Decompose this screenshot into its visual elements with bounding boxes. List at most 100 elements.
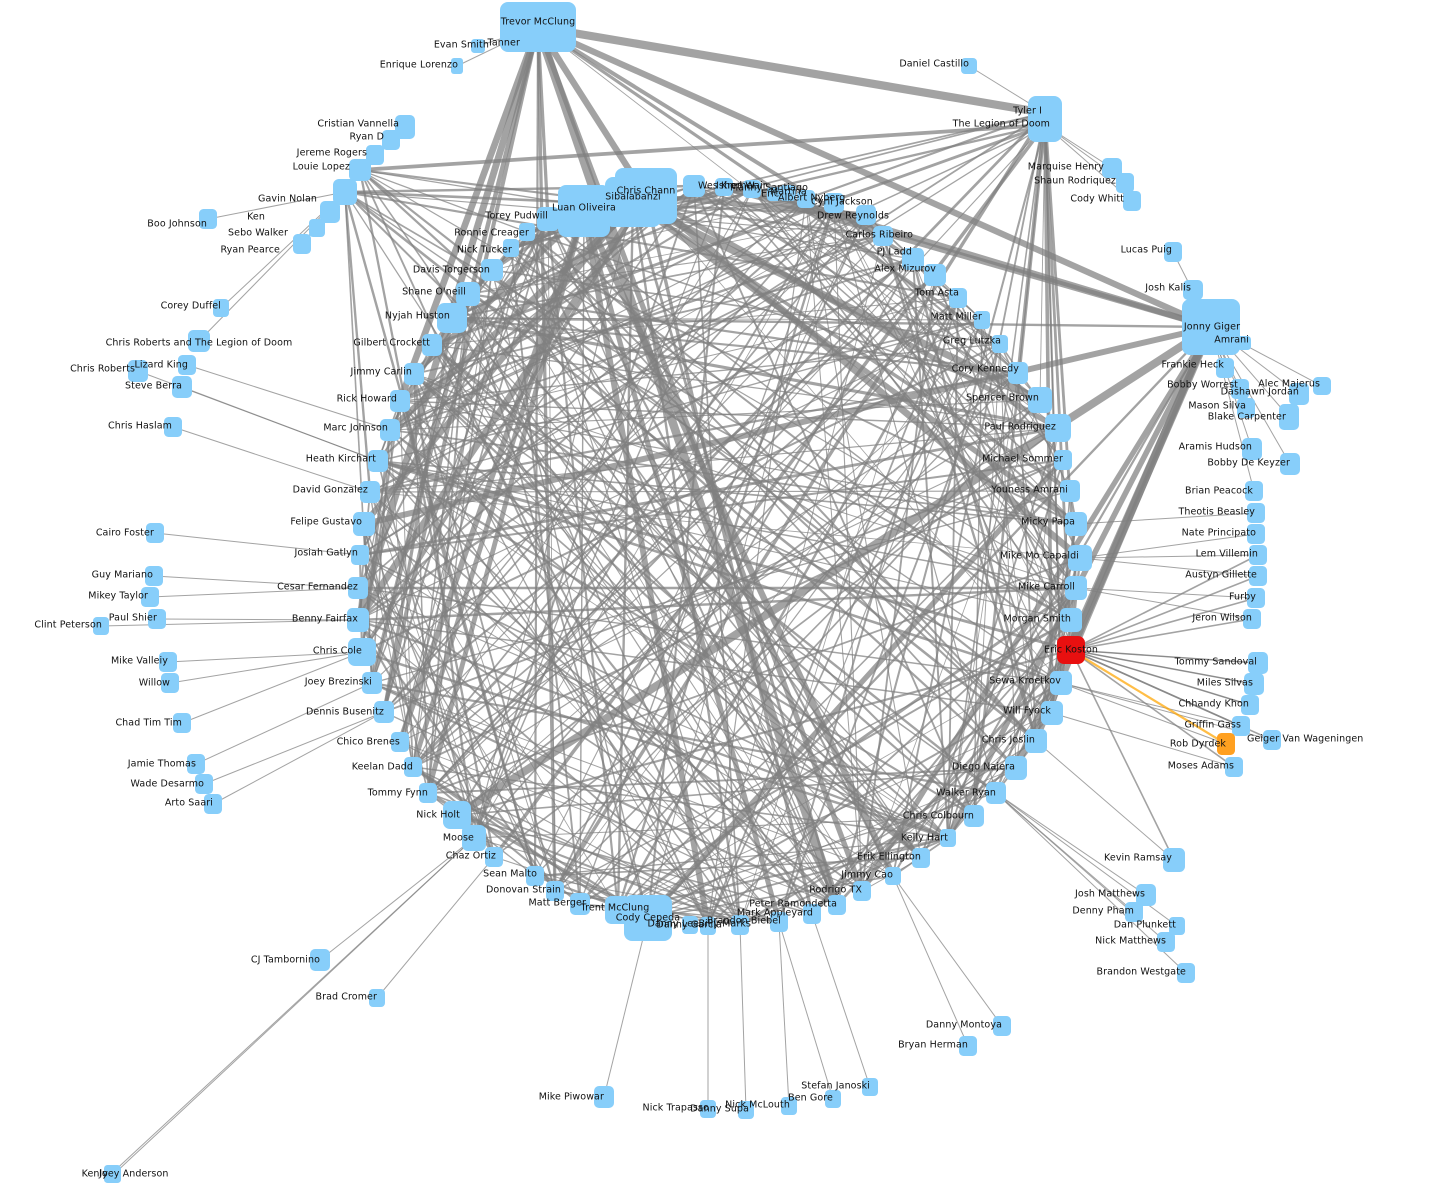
graph-node[interactable] — [1247, 588, 1265, 608]
graph-node[interactable] — [199, 209, 217, 229]
graph-node[interactable] — [605, 177, 661, 227]
graph-node[interactable] — [683, 175, 705, 197]
graph-node[interactable] — [374, 701, 394, 723]
graph-node[interactable] — [360, 481, 380, 503]
graph-node[interactable] — [347, 608, 369, 632]
graph-node[interactable] — [1279, 404, 1299, 430]
graph-node[interactable] — [949, 288, 967, 308]
graph-node[interactable] — [974, 311, 990, 329]
graph-node[interactable] — [1028, 108, 1062, 142]
graph-node[interactable] — [309, 219, 325, 237]
graph-node[interactable] — [767, 187, 781, 201]
graph-node[interactable] — [961, 58, 977, 74]
graph-node[interactable] — [1243, 609, 1261, 629]
graph-node[interactable] — [1313, 377, 1331, 395]
graph-node[interactable] — [503, 239, 519, 257]
graph-node[interactable] — [1005, 756, 1027, 780]
graph-node[interactable] — [770, 912, 788, 932]
graph-node[interactable] — [624, 895, 672, 941]
graph-node[interactable] — [1045, 414, 1071, 442]
graph-node[interactable] — [195, 774, 213, 794]
graph-node[interactable] — [437, 303, 467, 333]
graph-node[interactable] — [1028, 387, 1052, 413]
graph-node[interactable] — [173, 713, 191, 733]
graph-node[interactable] — [1249, 545, 1267, 565]
graph-node[interactable] — [310, 949, 330, 971]
graph-node[interactable] — [825, 1090, 841, 1108]
graph-node[interactable] — [404, 363, 424, 385]
graph-node[interactable] — [1125, 902, 1143, 922]
graph-node[interactable] — [1008, 362, 1028, 384]
graph-node[interactable] — [391, 732, 409, 752]
graph-node[interactable] — [1231, 379, 1249, 399]
graph-node[interactable] — [481, 259, 503, 281]
graph-node[interactable] — [159, 652, 177, 672]
graph-node[interactable] — [1225, 757, 1243, 777]
graph-node[interactable] — [422, 334, 442, 356]
graph-node[interactable] — [824, 193, 844, 213]
graph-node[interactable] — [485, 847, 503, 867]
graph-node[interactable] — [462, 825, 486, 851]
graph-node[interactable] — [519, 223, 535, 241]
graph-node[interactable] — [853, 881, 871, 901]
graph-node[interactable] — [1057, 636, 1085, 664]
graph-node[interactable] — [1232, 716, 1250, 736]
graph-node[interactable] — [902, 248, 924, 270]
graph-node[interactable] — [1247, 503, 1265, 523]
graph-node[interactable] — [1123, 191, 1141, 211]
graph-node[interactable] — [368, 450, 388, 472]
graph-node[interactable] — [885, 867, 901, 885]
graph-node[interactable] — [1217, 733, 1235, 755]
graph-node[interactable] — [348, 638, 376, 666]
graph-node[interactable] — [362, 672, 382, 694]
graph-node[interactable] — [1216, 358, 1234, 378]
graph-node[interactable] — [1157, 932, 1175, 952]
graph-node[interactable] — [546, 881, 564, 901]
graph-node[interactable] — [738, 1101, 754, 1119]
graph-node[interactable] — [1169, 917, 1185, 935]
graph-node[interactable] — [715, 178, 733, 196]
graph-node[interactable] — [1183, 280, 1203, 300]
graph-node[interactable] — [451, 58, 463, 74]
graph-node[interactable] — [187, 754, 205, 774]
graph-node[interactable] — [351, 545, 369, 565]
graph-node[interactable] — [993, 1016, 1011, 1036]
graph-node[interactable] — [348, 577, 368, 599]
graph-node[interactable] — [443, 801, 471, 829]
graph-node[interactable] — [333, 179, 357, 205]
graph-node[interactable] — [145, 566, 163, 586]
graph-node[interactable] — [1241, 695, 1259, 715]
graph-node[interactable] — [366, 145, 384, 165]
graph-node[interactable] — [390, 390, 410, 412]
graph-node[interactable] — [797, 190, 815, 208]
graph-node[interactable] — [1065, 512, 1087, 536]
graph-node[interactable] — [940, 829, 956, 847]
graph-node[interactable] — [1060, 608, 1082, 632]
graph-node[interactable] — [731, 915, 749, 935]
graph-node[interactable] — [873, 226, 893, 246]
graph-node[interactable] — [1136, 884, 1156, 906]
graph-node[interactable] — [107, 1165, 121, 1183]
graph-node[interactable] — [803, 904, 821, 924]
graph-node[interactable] — [1249, 566, 1267, 586]
graph-node[interactable] — [471, 39, 485, 53]
graph-node[interactable] — [992, 335, 1008, 353]
graph-node[interactable] — [862, 1078, 878, 1096]
graph-node[interactable] — [1050, 671, 1072, 695]
graph-node[interactable] — [146, 523, 164, 543]
graph-node[interactable] — [1237, 398, 1255, 418]
graph-node[interactable] — [320, 201, 340, 223]
graph-node[interactable] — [213, 299, 229, 317]
graph-node[interactable] — [1025, 729, 1047, 753]
graph-node[interactable] — [382, 130, 400, 150]
graph-node[interactable] — [1248, 652, 1268, 674]
graph-node[interactable] — [349, 159, 371, 181]
graph-node[interactable] — [986, 782, 1006, 804]
graph-node[interactable] — [395, 115, 415, 139]
graph-node[interactable] — [570, 893, 590, 915]
graph-node[interactable] — [188, 330, 210, 352]
graph-node[interactable] — [510, 30, 532, 52]
graph-node[interactable] — [743, 180, 761, 198]
graph-node[interactable] — [1164, 242, 1182, 262]
